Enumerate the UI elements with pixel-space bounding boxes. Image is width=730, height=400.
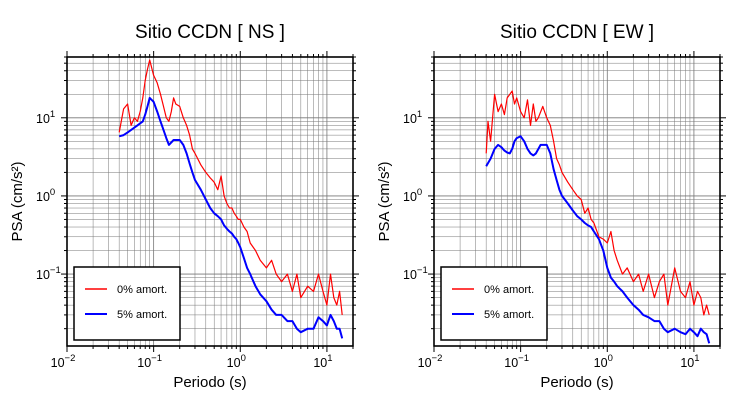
y-tick-label: 100: [403, 187, 422, 204]
y-tick-label-base: 10: [36, 268, 50, 282]
x-tick-label-exponent: 1: [694, 353, 699, 364]
y-tick-label: 100: [36, 187, 55, 204]
y-tick-label: 101: [36, 109, 55, 126]
x-tick-label-base: 10: [313, 356, 327, 370]
x-tick-label: 100: [227, 353, 246, 370]
y-tick-label: 10−1: [36, 265, 61, 282]
y-axis-label: PSA (cm/s²): [376, 161, 393, 241]
x-tick-label-base: 10: [504, 356, 518, 370]
plot-frame: [66, 56, 354, 347]
series-line-1: [485, 90, 710, 316]
x-tick-label-exponent: −2: [65, 353, 76, 364]
tick-marks: [428, 51, 726, 352]
x-axis-label: Periodo (s): [540, 374, 613, 391]
legend-label-1: 0% amort.: [484, 284, 534, 296]
y-tick-label: 10−1: [403, 265, 428, 282]
y-tick-label-base: 10: [36, 190, 50, 204]
x-axis-label: Periodo (s): [173, 374, 246, 391]
x-tick-label-base: 10: [418, 356, 432, 370]
tick-marks: [61, 51, 359, 352]
x-tick-label-base: 10: [137, 356, 151, 370]
legend-box: [73, 266, 181, 341]
series-line-1: [118, 59, 343, 315]
y-axis-label: PSA (cm/s²): [9, 161, 26, 241]
y-tick-label-base: 10: [403, 112, 417, 126]
series-line-2: [485, 135, 711, 344]
x-tick-label-base: 10: [680, 356, 694, 370]
y-tick-label-base: 10: [403, 268, 417, 282]
y-tick-label-exponent: 1: [417, 109, 422, 120]
x-tick-label-exponent: 0: [608, 353, 613, 364]
x-tick-label: 10−1: [504, 353, 529, 370]
x-tick-label-base: 10: [227, 356, 241, 370]
y-tick-label-base: 10: [403, 190, 417, 204]
x-tick-label-exponent: −1: [151, 353, 162, 364]
chart-title: Sitio CCDN [ NS ]: [135, 22, 285, 43]
legend-label-2: 5% amort.: [117, 309, 167, 321]
series-line-2: [118, 96, 344, 339]
x-tick-label: 10−2: [51, 353, 76, 370]
plot-frame: [433, 56, 721, 347]
legend: 0% amort. 5% amort.: [73, 266, 181, 341]
x-tick-label-exponent: −1: [518, 353, 529, 364]
chart-title: Sitio CCDN [ EW ]: [500, 22, 654, 43]
y-tick-label-base: 10: [36, 112, 50, 126]
y-tick-label-exponent: −1: [417, 265, 428, 276]
x-tick-label-base: 10: [594, 356, 608, 370]
x-tick-label: 10−1: [137, 353, 162, 370]
x-tick-label-exponent: 1: [327, 353, 332, 364]
x-tick-label: 101: [313, 353, 332, 370]
legend: 0% amort. 5% amort.: [440, 266, 548, 341]
x-tick-label: 10−2: [418, 353, 443, 370]
legend-label-1: 0% amort.: [117, 284, 167, 296]
legend-label-2: 5% amort.: [484, 309, 534, 321]
y-tick-label-exponent: 0: [50, 187, 55, 198]
legend-box: [440, 266, 548, 341]
x-tick-label: 101: [680, 353, 699, 370]
x-tick-label: 100: [594, 353, 613, 370]
x-tick-label-base: 10: [51, 356, 65, 370]
x-tick-label-exponent: −2: [432, 353, 443, 364]
y-tick-label: 101: [403, 109, 422, 126]
x-tick-label-exponent: 0: [241, 353, 246, 364]
y-tick-label-exponent: −1: [50, 265, 61, 276]
y-tick-label-exponent: 0: [417, 187, 422, 198]
y-tick-label-exponent: 1: [50, 109, 55, 120]
